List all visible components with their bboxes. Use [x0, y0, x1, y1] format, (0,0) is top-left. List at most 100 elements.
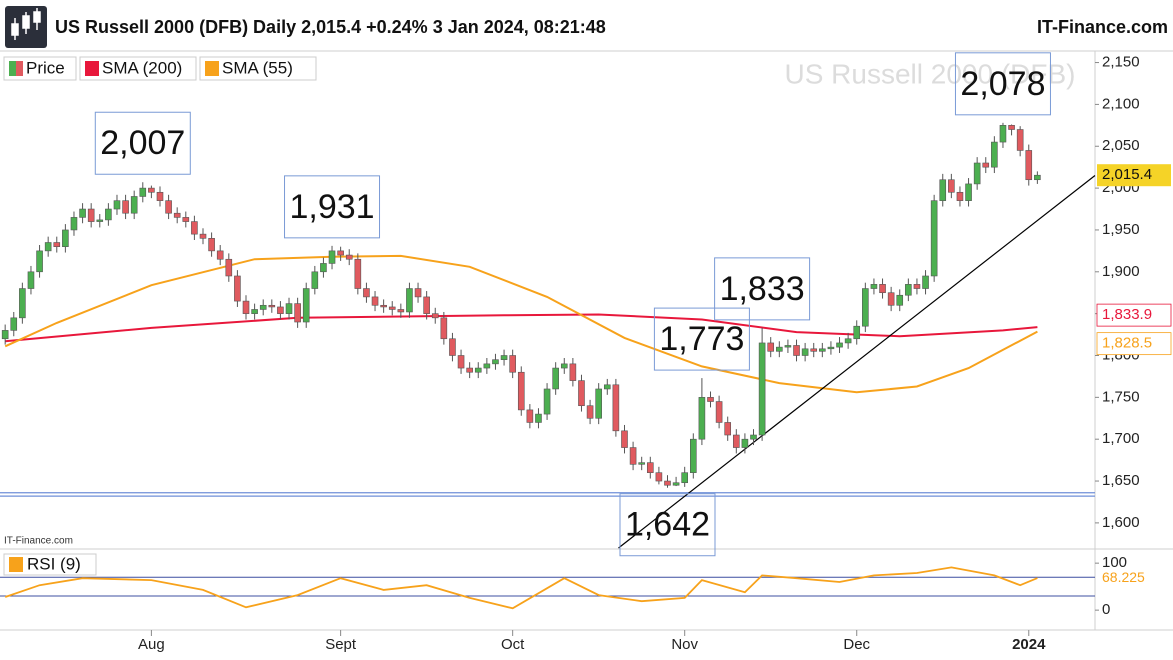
candle-body	[526, 409, 534, 423]
annotation-box	[954, 52, 1051, 116]
trendline	[618, 175, 1096, 549]
candle-body	[148, 187, 155, 193]
candle-body	[10, 317, 18, 331]
candle-body	[586, 405, 594, 419]
candle-body	[208, 238, 215, 252]
candle-body	[242, 300, 250, 314]
candle-body	[87, 208, 95, 222]
sma-value-box	[1096, 303, 1172, 327]
candle-body	[707, 397, 714, 402]
candle-body	[70, 217, 78, 231]
candle-body	[922, 275, 929, 289]
x-tick-label: Sept	[325, 636, 357, 653]
candle-body	[363, 288, 370, 298]
candle-body	[767, 342, 775, 352]
watermark: US Russell 2000 (DFB)	[785, 58, 1076, 89]
candle-body	[758, 342, 766, 436]
candle-body	[1, 330, 9, 340]
annotation-box	[653, 307, 750, 371]
candle-body	[879, 284, 886, 294]
annotation-box	[714, 257, 811, 321]
candle-body	[234, 275, 241, 302]
y-tick-label: 1,600	[1102, 514, 1140, 531]
candle-body	[53, 242, 61, 247]
candle-body	[603, 384, 611, 390]
legend-label: RSI (9)	[27, 554, 81, 573]
x-tick-label: 2024	[1012, 636, 1046, 653]
candle-body	[776, 346, 783, 352]
x-tick-label: Aug	[138, 636, 165, 653]
candle-body	[406, 288, 413, 313]
rsi-line	[4, 566, 1038, 610]
rsi-value-label: 68.225	[1102, 569, 1145, 585]
sma-value-label: 1,833.9	[1102, 306, 1152, 323]
candle-body	[1025, 150, 1033, 181]
candle-body	[36, 250, 43, 273]
candle-body	[397, 309, 405, 313]
candle-body	[836, 342, 843, 348]
annotation-box	[619, 493, 716, 557]
candle-body	[449, 338, 456, 356]
legend-swatch	[205, 61, 219, 76]
candle-body	[913, 284, 921, 289]
x-tick-label: Oct	[501, 636, 525, 653]
candle-body	[328, 250, 336, 264]
legend-label: Price	[26, 58, 65, 77]
candle-body	[801, 348, 809, 356]
annotation-box	[94, 111, 191, 175]
candle-body	[139, 187, 147, 197]
candle-body	[733, 434, 740, 448]
brand: IT-Finance.com	[1037, 17, 1168, 37]
candle-body	[337, 250, 344, 256]
candle-body	[698, 397, 706, 440]
candle-body	[965, 183, 972, 201]
candle-body	[569, 363, 577, 381]
candle-body	[595, 388, 602, 419]
candle-body	[216, 250, 224, 260]
candle-body	[96, 219, 104, 222]
candle-body	[844, 338, 852, 344]
candle-body	[122, 200, 129, 214]
y-tick-label: 1,650	[1102, 472, 1140, 489]
candle-body	[517, 371, 525, 411]
sma-value-box	[1096, 332, 1172, 356]
annotation-label: 1,833	[720, 270, 805, 308]
candle-body	[810, 348, 818, 352]
candle-body	[320, 263, 327, 273]
candle-body	[311, 271, 319, 289]
legend-swatch	[85, 61, 99, 76]
y-tick-label: 2,100	[1102, 95, 1140, 112]
candle-body	[1008, 125, 1015, 130]
candle-body	[466, 367, 473, 373]
last-price-box	[1097, 164, 1171, 187]
sma-line	[5, 313, 1038, 343]
candle-body	[354, 258, 362, 289]
candle-body	[939, 179, 947, 201]
annotation-label: 2,078	[960, 65, 1045, 103]
candle-body	[689, 438, 697, 473]
legend-swatch	[16, 61, 23, 76]
candle-body	[982, 162, 990, 168]
last-price-label: 2,015.4	[1102, 166, 1152, 183]
candle-body	[870, 284, 878, 289]
legend-frame	[3, 553, 97, 576]
candle-body	[629, 447, 637, 465]
candle-body	[1016, 129, 1024, 151]
y-tick-label: 1,950	[1102, 221, 1140, 238]
candle-body	[1034, 174, 1041, 181]
candle-body	[251, 309, 258, 314]
candle-body	[113, 200, 121, 210]
y-tick-label: 2,050	[1102, 137, 1140, 154]
candle-body	[431, 313, 439, 319]
annotation-label: 1,773	[659, 320, 744, 358]
x-tick-label: Nov	[671, 636, 698, 653]
candle-body	[784, 345, 792, 348]
candle-body	[380, 304, 387, 308]
candle-body	[715, 401, 723, 423]
annotation-label: 1,931	[289, 188, 374, 226]
candle-body	[414, 288, 422, 298]
candle-body	[182, 217, 190, 222]
candle-body	[621, 430, 628, 448]
